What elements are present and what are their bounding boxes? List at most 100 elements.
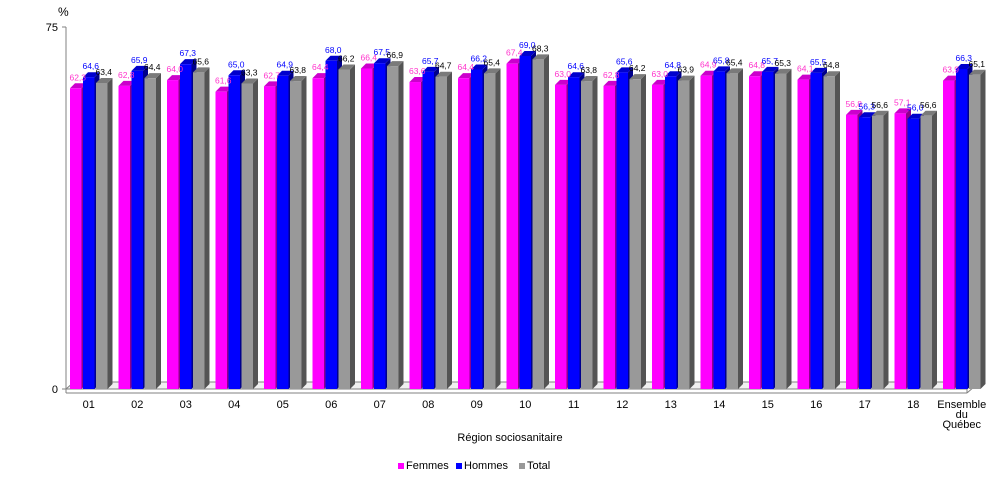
bar-front-face [907,118,919,389]
bar-front-face [568,77,580,390]
value-label-femmes: 64,4 [457,62,474,72]
bar-total-14 [775,68,792,389]
legend-swatch [519,463,525,469]
legend-swatch [398,463,404,469]
value-label-femmes: 63,6 [409,66,426,76]
y-tick-label: 75 [46,22,58,34]
value-label-hommes: 64,6 [567,61,584,71]
bar-total-5 [338,64,355,389]
bar-front-face [83,77,95,390]
value-label-femmes: 64,4 [312,62,329,72]
bar-top-face [652,79,669,85]
bar-top-face [361,63,378,69]
bar-top-face [665,71,682,77]
value-label-total: 56,6 [871,100,888,110]
value-label-femmes: 64,9 [700,60,717,70]
chart-legend: Femmes Hommes Total [398,460,550,472]
value-label-total: 56,6 [920,100,937,110]
bar-total-11 [629,74,646,390]
legend-item-hommes: Hommes [456,460,509,472]
bar-top-face [325,55,342,61]
value-label-hommes: 67,3 [179,48,196,58]
bar-front-face [484,73,496,389]
bar-front-face [435,76,447,390]
value-label-hommes: 65,8 [713,55,730,65]
bar-side-face [980,69,986,389]
bar-top-face [943,75,960,81]
bar-top-face [506,58,523,64]
bar-top-face [581,76,598,82]
value-label-total: 64,7 [435,61,452,71]
legend-item-femmes: Femmes [398,460,449,472]
bar-front-face [810,72,822,389]
bar-top-face [726,68,743,74]
bar-top-face [422,66,439,72]
value-label-hommes: 56,0 [907,103,924,113]
bar-front-face [943,80,955,390]
bar-front-face [920,115,932,389]
bar-top-face [264,81,281,87]
bar-top-face [568,72,585,78]
bar-total-18 [969,69,986,389]
value-label-total: 63,3 [241,67,258,77]
bar-front-face [374,63,386,389]
bar-total-15 [823,71,840,390]
bar-top-face [616,67,633,73]
bar-top-face [894,108,911,114]
bar-side-face [544,54,549,390]
bar-top-face [823,71,840,77]
value-label-total: 65,4 [726,57,743,67]
bar-side-face [786,68,792,389]
bar-total-1 [144,73,161,390]
bar-total-2 [193,67,210,389]
bar-total-16 [872,110,889,389]
value-label-hommes: 68,0 [325,45,342,55]
value-label-hommes: 67,5 [373,47,390,57]
bar-top-face [374,58,391,64]
bar-front-face [859,117,871,389]
bar-front-face [118,85,130,390]
value-label-total: 64,2 [629,63,646,73]
value-label-total: 64,8 [823,60,840,70]
bar-front-face [458,78,470,390]
value-label-femmes: 61,6 [215,76,232,86]
x-tick-label: 07 [374,399,386,411]
bar-total-4 [290,76,307,390]
bar-total-8 [484,68,501,389]
value-label-total: 66,2 [338,53,355,63]
bar-front-face [228,75,240,390]
bar-top-face [131,65,148,71]
bar-front-face [70,88,82,389]
value-label-total: 63,8 [580,65,597,75]
bar-front-face [471,69,483,389]
bar-side-face [156,73,161,390]
bar-front-face [678,80,690,390]
bar-front-face [823,76,835,390]
x-tick-label: 13 [665,399,677,411]
bar-top-face [458,73,475,79]
value-label-total: 68,3 [532,43,549,53]
bar-top-face [167,75,184,81]
bar-front-face [603,85,615,390]
x-tick-label: Ensemble du Québec [937,399,986,431]
x-tick-label: 16 [810,399,822,411]
bar-front-face [956,68,968,389]
bar-front-face [652,84,664,390]
bar-top-face [312,73,329,79]
bar-top-face [338,64,355,70]
bar-front-face [700,75,712,390]
bar-front-face [555,84,567,390]
x-tick-label: 06 [325,399,337,411]
x-tick-label: 10 [519,399,531,411]
bar-top-face [471,64,488,70]
bar-top-face [241,78,258,84]
bar-top-face [96,77,113,83]
bar-front-face [969,74,981,389]
value-label-total: 65,1 [968,59,985,69]
legend-swatch [456,463,462,469]
x-tick-label: 09 [471,399,483,411]
bar-front-face [872,115,884,389]
chart-value-labels: 62,364,663,4 62,865,964,4 64,067,365,661,6… [69,40,985,113]
value-label-hommes: 65,5 [810,57,827,67]
